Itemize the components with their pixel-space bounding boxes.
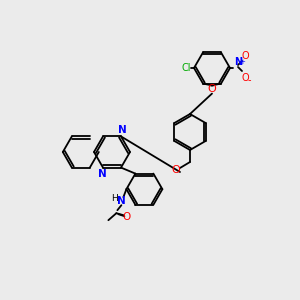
Text: O: O <box>172 165 180 175</box>
Text: N: N <box>98 169 106 178</box>
Text: -: - <box>248 75 251 85</box>
Text: Cl: Cl <box>182 63 191 73</box>
Text: O: O <box>208 84 216 94</box>
Text: N: N <box>117 196 126 206</box>
Text: N: N <box>118 125 126 135</box>
Text: O: O <box>122 212 130 222</box>
Text: O: O <box>242 51 250 61</box>
Text: O: O <box>242 73 250 83</box>
Text: N: N <box>234 57 242 67</box>
Text: +: + <box>239 59 245 65</box>
Text: H: H <box>111 194 117 203</box>
